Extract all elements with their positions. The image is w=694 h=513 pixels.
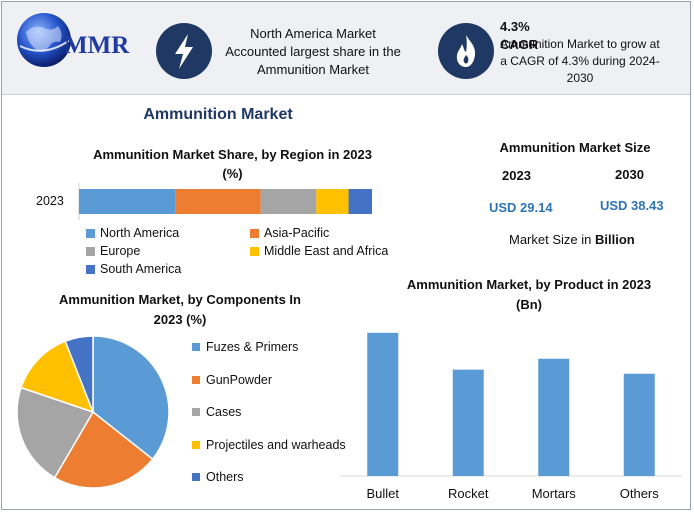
legend-label: Europe (100, 244, 141, 258)
legend-label: North America (100, 226, 180, 240)
market-size-note-unit: Billion (594, 232, 635, 247)
product-bar-0 (367, 332, 399, 476)
region-chart-subtitle: (%) (222, 166, 243, 181)
header-divider (2, 94, 690, 95)
region-category-label: 2023 (36, 194, 64, 208)
product-tick-label: Others (620, 486, 660, 501)
pie-legend-item: Fuzes & Primers (192, 340, 298, 354)
legend-label: Others (206, 470, 244, 484)
header-band (2, 2, 690, 94)
pie-chart (16, 335, 170, 489)
pie-legend-item: Cases (192, 405, 241, 419)
legend-swatch (192, 343, 200, 351)
legend-label: Projectiles and warheads (206, 437, 346, 452)
region-legend-europe: Europe (86, 244, 140, 258)
header-text-1: North America Market Accounted largest s… (225, 26, 401, 77)
globe-icon (17, 13, 71, 67)
pie-slice-3 (20, 340, 95, 414)
legend-swatch (192, 375, 200, 384)
market-size-value-2023: USD 29.14 (489, 200, 553, 215)
legend-label: GunPowder (206, 372, 273, 387)
product-tick-label: Mortars (532, 486, 577, 501)
legend-label: Fuzes & Primers (206, 340, 299, 354)
main-title: Ammunition Market (143, 106, 293, 123)
legend-swatch (192, 408, 200, 416)
legend-label: South America (100, 262, 182, 276)
product-chart-title: Ammunition Market, by Product in 2023 (406, 277, 652, 292)
pie-legend-item: Others (192, 470, 244, 484)
legend-swatch (250, 246, 259, 256)
header-text-2: Ammunition Market to grow at a CAGR of 4… (500, 37, 660, 85)
product-tick-label: Bullet (366, 486, 399, 501)
legend-label: Cases (206, 405, 242, 419)
legend-swatch (86, 264, 95, 274)
region-legend-mea: Middle East and Africa (250, 244, 388, 258)
market-size-year-2023: 2023 (502, 168, 531, 183)
pie-slice-2 (16, 386, 95, 479)
lightning-badge (155, 22, 213, 80)
pie-slice-0 (92, 335, 170, 461)
product-bar-1 (452, 369, 484, 476)
product-bar-3 (623, 373, 655, 476)
pie-legend-item: Projectiles and warheads (192, 438, 346, 452)
market-size-note-prefix: Market Size in (509, 232, 595, 247)
flame-badge (437, 22, 495, 80)
product-bar-chart: Bullet Rocket Mortars Others (340, 332, 682, 501)
market-size-year-2030: 2030 (615, 167, 644, 182)
market-size-title: Ammunition Market Size (499, 140, 651, 155)
region-legend-asia-pacific: Asia-Pacific (250, 226, 329, 240)
legend-swatch (86, 246, 95, 256)
region-bar-segment-4 (348, 189, 372, 214)
region-legend-south-america: South America (86, 262, 181, 276)
pie-chart-title: Ammunition Market, by Components In (59, 292, 301, 307)
legend-swatch (192, 473, 200, 481)
region-bar-segment-3 (316, 189, 349, 214)
legend-swatch (86, 228, 95, 238)
region-legend-north-america: North America (86, 226, 179, 240)
region-bar-segment-2 (260, 189, 317, 214)
legend-swatch (250, 228, 259, 238)
pie-chart-subtitle: 2023 (%) (153, 312, 207, 327)
region-bar-segment-1 (175, 189, 261, 214)
market-size-value-2030: USD 38.43 (600, 198, 664, 213)
mmr-logo: MMR (14, 10, 144, 72)
region-bar-segment-0 (79, 189, 176, 214)
flame-icon (438, 23, 494, 79)
product-bar-2 (538, 358, 570, 476)
market-size-note: Market Size in Billion (509, 232, 635, 247)
pie-slice-1 (53, 410, 154, 489)
region-chart-title: Ammunition Market Share, by Region in 20… (93, 147, 372, 162)
product-chart-subtitle: (Bn) (516, 297, 542, 312)
legend-swatch (192, 440, 200, 449)
lightning-icon (156, 23, 212, 79)
pie-legend-item: GunPowder (192, 373, 272, 387)
pie-slice-4 (64, 335, 94, 413)
legend-label: Middle East and Africa (264, 244, 389, 258)
cagr-title: 4.3% CAGR (500, 19, 539, 52)
product-tick-label: Rocket (448, 486, 489, 501)
logo-text: MMR (64, 32, 130, 59)
legend-label: Asia-Pacific (264, 226, 330, 240)
